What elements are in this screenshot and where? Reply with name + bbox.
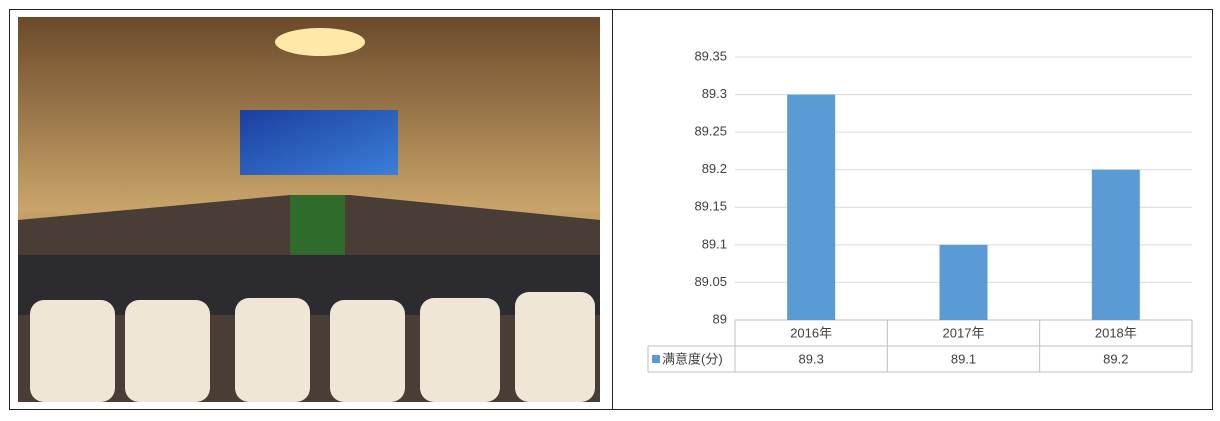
- y-tick-label: 89.25: [694, 124, 727, 139]
- bar: [787, 95, 835, 320]
- bar: [1092, 170, 1140, 320]
- chair: [330, 300, 405, 402]
- chair: [515, 292, 595, 402]
- bar: [940, 245, 988, 320]
- chair: [420, 298, 500, 402]
- table-value: 89.1: [951, 351, 976, 366]
- y-tick-label: 89.15: [694, 199, 727, 214]
- photo: [18, 17, 600, 402]
- screenshot: 89 89.05 89.1 89.15 89.2 89.25 89.3 89.35 2016年 2…: [0, 0, 1220, 416]
- chair: [30, 300, 115, 402]
- table-value: 89.2: [1103, 351, 1128, 366]
- y-tick-label: 89: [713, 311, 727, 326]
- x-tick-label: 2018年: [1095, 325, 1137, 340]
- chair: [125, 300, 210, 402]
- x-tick-label: 2017年: [943, 325, 985, 340]
- chandelier: [275, 28, 365, 56]
- y-tick-label: 89.1: [702, 236, 727, 251]
- y-tick-label: 89.2: [702, 161, 727, 176]
- table-value: 89.3: [799, 351, 824, 366]
- chair: [235, 298, 310, 402]
- screen: [240, 110, 398, 175]
- legend-swatch: [652, 355, 660, 363]
- page: 89 89.05 89.1 89.15 89.2 89.25 89.3 89.35 2016年 2…: [0, 0, 1220, 421]
- y-tick-label: 89.35: [694, 48, 727, 63]
- legend-label: 满意度(分): [662, 351, 723, 366]
- x-tick-label: 2016年: [790, 325, 832, 340]
- y-tick-label: 89.3: [702, 86, 727, 101]
- y-tick-label: 89.05: [694, 274, 727, 289]
